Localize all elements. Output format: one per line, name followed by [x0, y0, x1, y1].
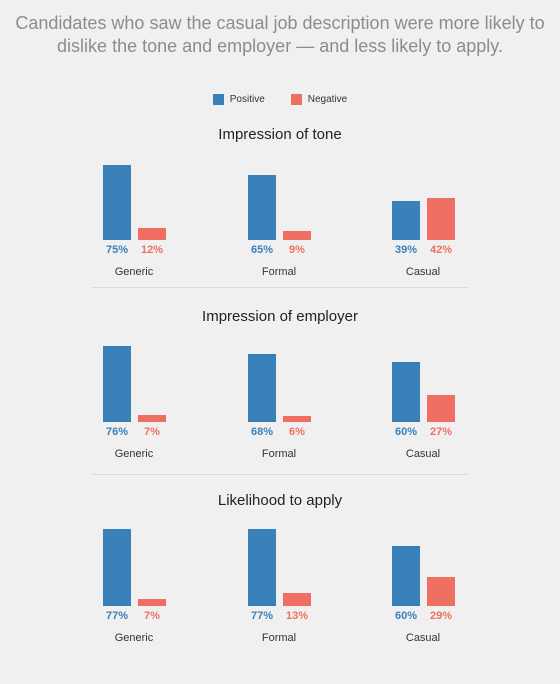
legend-swatch-positive: [212, 94, 224, 105]
bar-positive-formal: [248, 354, 276, 422]
legend-item-negative: Negative: [290, 94, 348, 105]
bar-group: 76% 7% Generic 68% 6% Formal 60% 27% Casual: [0, 308, 560, 468]
category-label-generic: Generic: [114, 632, 154, 644]
value-label-positive-formal: 68%: [250, 426, 274, 438]
category-label-generic: Generic: [114, 266, 154, 278]
bar-negative-casual: [427, 198, 455, 240]
value-label-negative-casual: 27%: [429, 426, 453, 438]
bar-positive-formal: [248, 529, 276, 606]
panel-title: Impression of tone: [218, 126, 342, 143]
value-label-negative-generic: 7%: [144, 610, 160, 622]
bar-negative-formal: [283, 416, 311, 422]
bar-positive-generic: [103, 529, 131, 606]
panel-employer: Impression of employer 76% 7% Generic 68% 6%…: [0, 308, 560, 468]
bar-negative-formal: [283, 593, 311, 606]
value-label-positive-generic: 75%: [105, 244, 129, 256]
value-label-positive-formal: 65%: [250, 244, 274, 256]
category-label-casual: Casual: [405, 266, 441, 278]
bar-positive-formal: [248, 175, 276, 240]
value-label-positive-casual: 60%: [394, 610, 418, 622]
value-label-positive-generic: 77%: [105, 610, 129, 622]
bar-negative-casual: [427, 577, 455, 606]
divider: [92, 287, 468, 288]
bar-negative-generic: [138, 228, 166, 240]
value-label-positive-generic: 76%: [105, 426, 129, 438]
bar-group: 77% 7% Generic 77% 13% Formal 60% 29% Casual: [0, 492, 560, 652]
bar-negative-formal: [283, 231, 311, 240]
value-label-negative-formal: 6%: [289, 426, 305, 438]
value-label-positive-casual: 60%: [394, 426, 418, 438]
bar-positive-generic: [103, 346, 131, 422]
legend: Positive Negative: [0, 94, 560, 105]
value-label-negative-generic: 12%: [140, 244, 164, 256]
legend-label-positive: Positive: [229, 94, 265, 105]
value-label-negative-casual: 42%: [429, 244, 453, 256]
bar-positive-casual: [392, 362, 420, 422]
bar-negative-casual: [427, 395, 455, 422]
legend-item-positive: Positive: [212, 94, 265, 105]
category-label-generic: Generic: [114, 448, 154, 460]
value-label-positive-casual: 39%: [394, 244, 418, 256]
bar-positive-casual: [392, 201, 420, 240]
divider: [92, 474, 468, 475]
legend-label-negative: Negative: [307, 94, 348, 105]
panel-title: Impression of employer: [202, 308, 358, 325]
category-label-casual: Casual: [405, 448, 441, 460]
panel-apply: Likelihood to apply 77% 7% Generic 77% 13% Fo…: [0, 492, 560, 652]
value-label-negative-formal: 9%: [289, 244, 305, 256]
category-label-casual: Casual: [405, 632, 441, 644]
value-label-negative-generic: 7%: [144, 426, 160, 438]
value-label-negative-casual: 29%: [429, 610, 453, 622]
category-label-formal: Formal: [261, 266, 297, 278]
category-label-formal: Formal: [261, 632, 297, 644]
bar-negative-generic: [138, 599, 166, 606]
chart-headline: Candidates who saw the casual job descri…: [15, 13, 545, 56]
legend-swatch-negative: [290, 94, 302, 105]
value-label-positive-formal: 77%: [250, 610, 274, 622]
bar-positive-casual: [392, 546, 420, 606]
bar-positive-generic: [103, 165, 131, 240]
value-label-negative-formal: 13%: [285, 610, 309, 622]
panel-title: Likelihood to apply: [217, 492, 343, 509]
bar-negative-generic: [138, 415, 166, 422]
bar-group: 75% 12% Generic 65% 9% Formal 39% 42% Casual: [0, 126, 560, 286]
category-label-formal: Formal: [261, 448, 297, 460]
panel-tone: Impression of tone 75% 12% Generic 65% 9% For…: [0, 126, 560, 286]
